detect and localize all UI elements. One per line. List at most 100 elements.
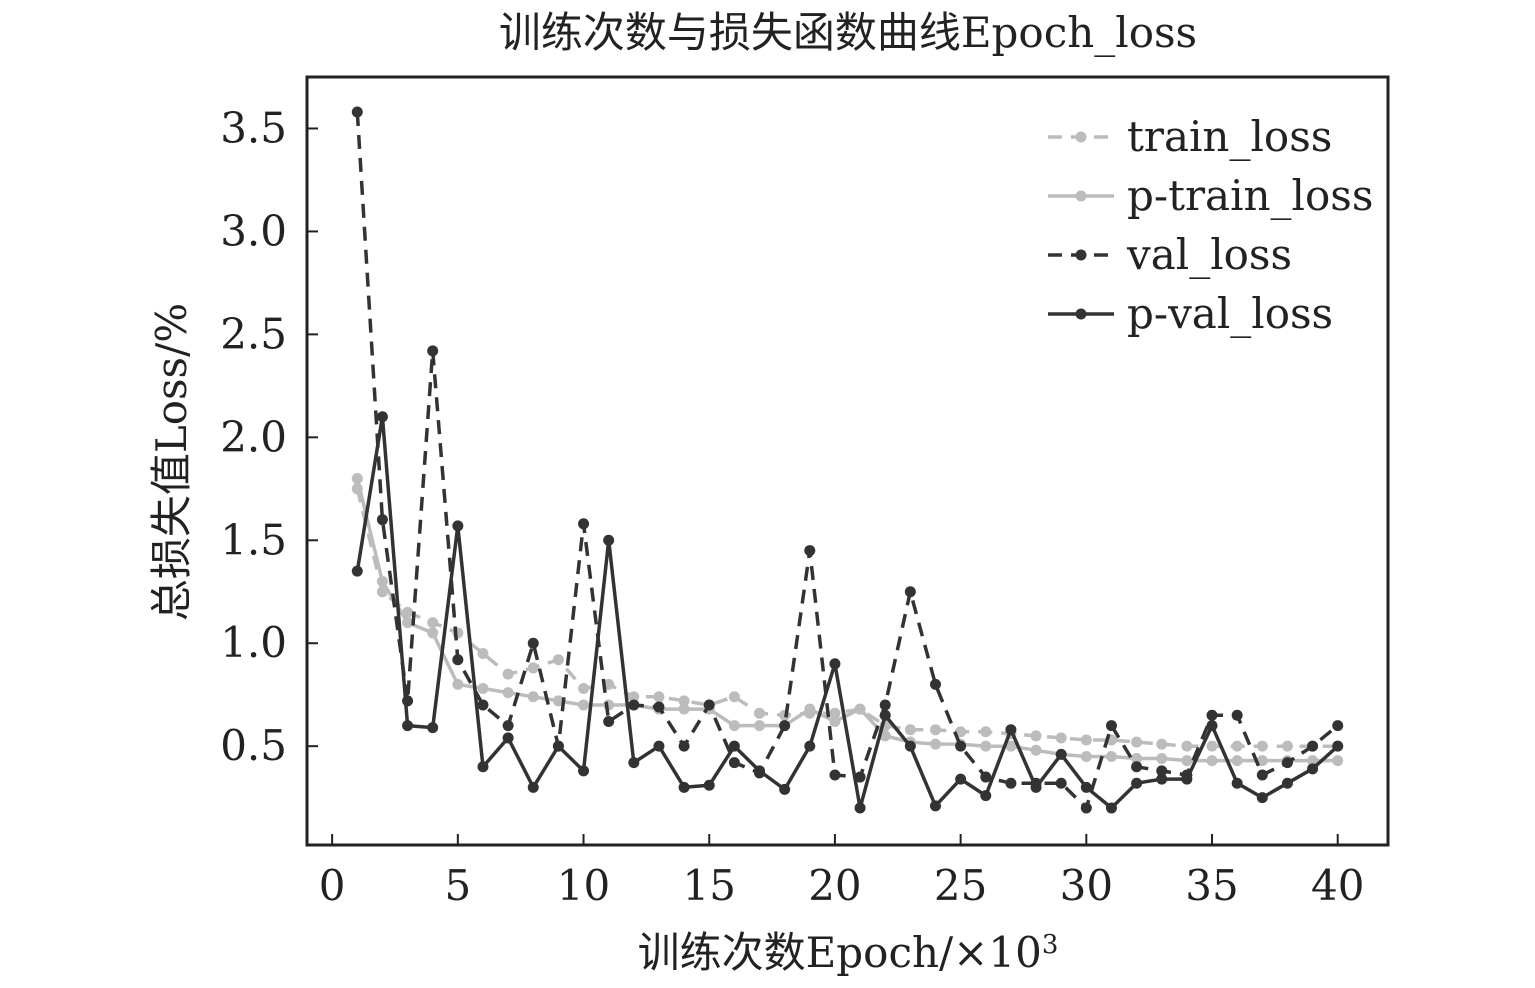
- legend-item-p-val-loss: p-val_loss: [1048, 289, 1333, 338]
- data-point-val-loss: [578, 518, 590, 530]
- y-tick-label: 3.0: [220, 206, 287, 255]
- legend-item-val-loss: val_loss: [1048, 230, 1292, 279]
- x-tick-label: 35: [1185, 861, 1238, 910]
- data-point-train-loss: [728, 691, 740, 703]
- data-point-p-val-loss: [603, 534, 615, 546]
- data-point-val-loss: [376, 514, 388, 526]
- data-point-val-loss: [653, 701, 665, 713]
- data-point-p-val-loss: [527, 781, 539, 793]
- data-point-p-val-loss: [452, 520, 464, 532]
- data-point-p-train-loss: [376, 575, 388, 587]
- data-point-p-train-loss: [1156, 753, 1168, 765]
- data-point-train-loss: [1131, 736, 1143, 748]
- data-point-train-loss: [477, 648, 489, 660]
- data-point-val-loss: [879, 699, 891, 711]
- x-axis: 0 5 10 15 20 25 30 35 40: [319, 834, 1364, 910]
- series-group: [351, 106, 1344, 814]
- data-point-train-loss: [1030, 730, 1042, 742]
- data-point-train-loss: [980, 726, 992, 738]
- data-point-train-loss: [829, 707, 841, 719]
- data-point-train-loss: [955, 726, 967, 738]
- data-point-p-train-loss: [804, 703, 816, 715]
- data-point-p-train-loss: [980, 740, 992, 752]
- data-point-p-train-loss: [728, 720, 740, 732]
- data-point-train-loss: [1231, 740, 1243, 752]
- data-point-val-loss: [351, 106, 363, 118]
- data-point-train-loss: [1281, 740, 1293, 752]
- data-point-p-train-loss: [502, 687, 514, 699]
- data-point-p-train-loss: [1206, 755, 1218, 767]
- data-point-val-loss: [1105, 720, 1117, 732]
- data-point-train-loss: [1055, 732, 1067, 744]
- data-point-train-loss: [653, 691, 665, 703]
- data-point-val-loss: [477, 699, 489, 711]
- y-tick-label: 1.0: [220, 618, 287, 667]
- data-point-p-train-loss: [754, 720, 766, 732]
- series-line-train-loss: [355, 488, 1338, 748]
- data-point-p-val-loss: [955, 773, 967, 785]
- data-point-p-train-loss: [678, 703, 690, 715]
- data-point-val-loss: [427, 345, 439, 357]
- x-tick-label: 10: [557, 861, 610, 910]
- data-point-p-val-loss: [628, 757, 640, 769]
- data-point-val-loss: [527, 637, 539, 649]
- data-point-val-loss: [603, 715, 615, 727]
- data-point-p-val-loss: [502, 732, 514, 744]
- data-point-train-loss: [628, 691, 640, 703]
- series-p-train-loss: [351, 473, 1344, 767]
- data-point-p-val-loss: [427, 722, 439, 734]
- data-point-val-loss: [779, 720, 791, 732]
- x-axis-label-superscript: 3: [1042, 930, 1059, 960]
- x-tick-label: 20: [808, 861, 861, 910]
- legend-item-p-train-loss: p-train_loss: [1048, 171, 1373, 220]
- data-point-val-loss: [929, 678, 941, 690]
- data-point-p-val-loss: [703, 779, 715, 791]
- data-point-p-train-loss: [552, 695, 564, 707]
- data-point-p-val-loss: [804, 740, 816, 752]
- data-point-p-val-loss: [477, 761, 489, 773]
- y-tick-label: 2.0: [220, 412, 287, 461]
- y-axis-label: 总损失值Loss/%: [147, 303, 196, 621]
- data-point-p-train-loss: [527, 691, 539, 703]
- legend-marker-p-val-loss: [1075, 308, 1087, 320]
- legend-marker-val-loss: [1075, 249, 1087, 261]
- series-line-p-val-loss: [355, 414, 1339, 810]
- data-point-p-val-loss: [578, 765, 590, 777]
- data-point-p-val-loss: [779, 783, 791, 795]
- data-point-val-loss: [1256, 769, 1268, 781]
- series-p-val-loss: [351, 411, 1344, 814]
- y-axis: 0.5 1.0 1.5 2.0 2.5 3.0 3.5: [220, 103, 318, 770]
- y-tick-label: 0.5: [220, 721, 287, 770]
- data-point-val-loss: [804, 545, 816, 557]
- data-point-p-val-loss: [1105, 802, 1117, 814]
- data-point-p-val-loss: [552, 740, 564, 752]
- data-point-p-train-loss: [578, 699, 590, 711]
- data-point-val-loss: [854, 771, 866, 783]
- data-point-val-loss: [678, 740, 690, 752]
- legend-marker-p-train-loss: [1075, 190, 1087, 202]
- data-point-val-loss: [1206, 709, 1218, 721]
- plot-area: [305, 75, 1390, 847]
- data-point-p-val-loss: [1206, 720, 1218, 732]
- data-point-p-val-loss: [879, 709, 891, 721]
- data-point-val-loss: [1005, 777, 1017, 789]
- data-point-train-loss: [678, 695, 690, 707]
- data-point-val-loss: [980, 771, 992, 783]
- data-point-val-loss: [1281, 757, 1293, 769]
- data-point-val-loss: [1080, 802, 1092, 814]
- data-point-p-train-loss: [351, 473, 363, 485]
- data-point-p-val-loss: [1156, 773, 1168, 785]
- legend-label-p-val-loss: p-val_loss: [1127, 289, 1333, 338]
- data-point-train-loss: [502, 668, 514, 680]
- data-point-p-train-loss: [477, 683, 489, 695]
- data-point-train-loss: [904, 724, 916, 736]
- data-point-p-train-loss: [1080, 750, 1092, 762]
- x-tick-label: 40: [1311, 861, 1364, 910]
- data-point-p-val-loss: [1332, 740, 1344, 752]
- data-point-p-train-loss: [1256, 755, 1268, 767]
- data-point-train-loss: [1206, 740, 1218, 752]
- data-point-train-loss: [578, 683, 590, 695]
- data-point-p-val-loss: [1005, 724, 1017, 736]
